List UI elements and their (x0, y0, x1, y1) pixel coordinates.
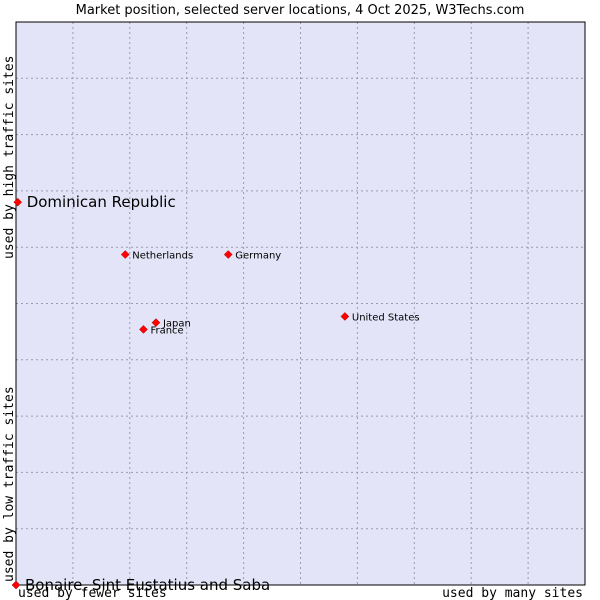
y-axis-label-top: used by high traffic sites (2, 56, 17, 260)
point-label-dominican-republic: Dominican Republic (27, 193, 176, 211)
point-label-germany: Germany (235, 251, 281, 262)
x-axis-label-right: used by many sites (442, 586, 583, 600)
grid-lines (16, 22, 585, 585)
point-label-united-states: United States (352, 312, 420, 323)
point-label-netherlands: Netherlands (132, 251, 193, 262)
point-marker-netherlands (120, 250, 130, 259)
point-label-japan: Japan (162, 319, 191, 330)
point-marker-japan (151, 318, 161, 327)
point-marker-bonaire-sint-eustatius-and-saba (11, 580, 21, 590)
point-marker-germany (223, 250, 233, 259)
point-label-france: France (150, 325, 183, 336)
x-axis-label-left: used by fewer sites (18, 586, 167, 600)
point-label-bonaire-sint-eustatius-and-saba: Bonaire, Sint Eustatius and Saba (25, 576, 270, 594)
point-marker-france (139, 325, 148, 334)
data-points: Dominican Republic Netherlands Germany Unit… (11, 193, 420, 594)
point-marker-united-states (340, 312, 350, 321)
point-marker-dominican-republic (13, 197, 23, 207)
chart-title: Market position, selected server locatio… (76, 3, 525, 18)
y-axis-label-bottom: used by low traffic sites (2, 386, 17, 582)
plot-frame (15, 21, 586, 586)
